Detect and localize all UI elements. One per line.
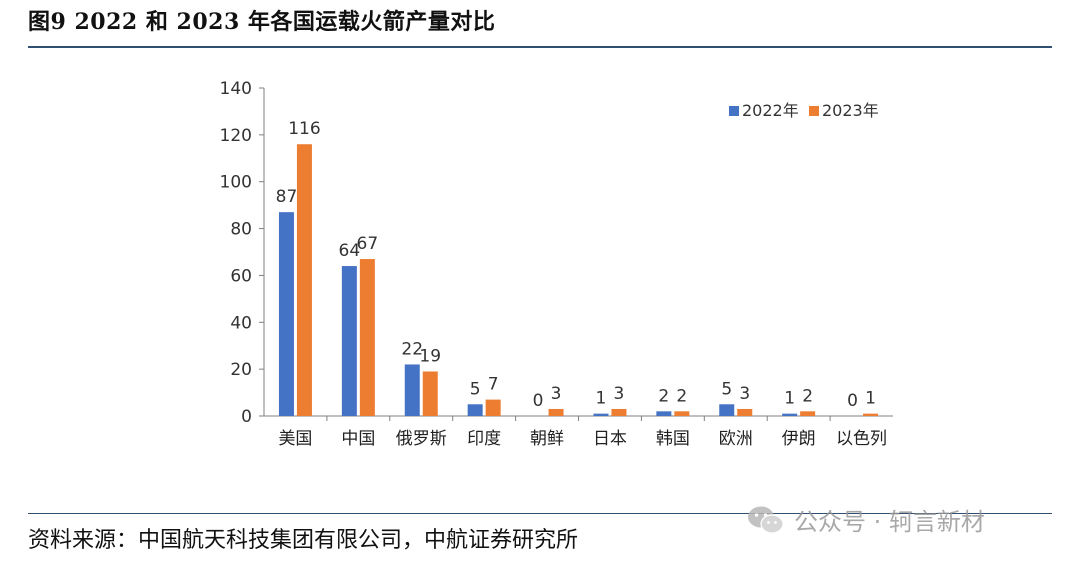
bar-2023 (359, 259, 375, 416)
bar-chart: 020406080100120140美国87116中国6467俄罗斯2219印度… (220, 79, 893, 449)
x-tick-label: 日本 (593, 429, 627, 449)
y-tick-label: 60 (230, 266, 252, 286)
y-tick-label: 0 (241, 407, 252, 427)
y-tick-label: 140 (220, 79, 252, 99)
bar-2023 (422, 371, 438, 416)
bar-2023 (800, 411, 816, 416)
bar-2023 (674, 411, 690, 416)
bar-2023 (296, 144, 312, 416)
y-tick-label: 100 (220, 173, 252, 193)
x-tick-label: 以色列 (836, 429, 887, 449)
bar-2022 (341, 266, 357, 416)
bar-2022 (404, 364, 420, 416)
bar-2022 (278, 212, 294, 416)
data-label: 0 (847, 391, 858, 411)
data-label: 3 (739, 384, 750, 404)
data-label: 116 (288, 119, 320, 139)
data-label: 3 (614, 384, 625, 404)
data-label: 5 (470, 379, 481, 399)
legend-label: 2023年 (822, 101, 879, 120)
x-tick-label: 伊朗 (782, 429, 816, 449)
y-tick-label: 20 (230, 360, 252, 380)
figure-title: 图9 2022 和 2023 年各国运载火箭产量对比 (28, 9, 496, 35)
bar-2023 (548, 408, 564, 416)
bar-2023 (485, 399, 501, 416)
data-label: 64 (339, 241, 361, 261)
data-label: 87 (276, 187, 298, 207)
data-label: 2 (676, 386, 687, 406)
wechat-icon (748, 506, 784, 534)
x-tick-label: 朝鲜 (530, 429, 564, 449)
data-label: 5 (721, 379, 732, 399)
data-label: 67 (357, 234, 379, 254)
watermark-text: 公众号 · 轲言新材 (794, 508, 985, 536)
x-tick-label: 欧洲 (719, 429, 753, 449)
source-note: 资料来源：中国航天科技集团有限公司，中航证券研究所 (28, 528, 579, 553)
data-label: 0 (533, 391, 544, 411)
x-tick-label: 俄罗斯 (396, 429, 447, 449)
bar-2023 (737, 408, 753, 416)
data-label: 7 (488, 375, 499, 395)
data-label: 3 (551, 384, 562, 404)
data-label: 1 (865, 389, 876, 409)
legend-swatch-2023 (809, 106, 819, 116)
x-tick-label: 印度 (467, 429, 501, 449)
bar-2023 (863, 413, 879, 416)
y-tick-label: 40 (230, 313, 252, 333)
bar-2022 (782, 413, 798, 416)
legend-swatch-2022 (729, 106, 739, 116)
x-tick-label: 韩国 (656, 429, 690, 449)
source-rule (28, 513, 1052, 514)
data-label: 1 (784, 389, 795, 409)
x-tick-label: 美国 (278, 429, 312, 449)
data-label: 2 (802, 386, 813, 406)
legend-label: 2022年 (742, 101, 799, 120)
bar-2022 (719, 404, 735, 416)
bar-2022 (593, 413, 609, 416)
data-label: 19 (419, 346, 441, 366)
y-tick-label: 80 (230, 220, 252, 240)
bar-2022 (467, 404, 483, 416)
data-label: 22 (401, 339, 423, 359)
bar-2022 (656, 411, 672, 416)
y-tick-label: 120 (220, 126, 252, 146)
bar-2023 (611, 408, 627, 416)
title-rule (28, 46, 1052, 48)
data-label: 1 (596, 389, 607, 409)
watermark: 公众号 · 轲言新材 (746, 502, 985, 537)
data-label: 2 (658, 386, 669, 406)
x-tick-label: 中国 (341, 429, 375, 449)
